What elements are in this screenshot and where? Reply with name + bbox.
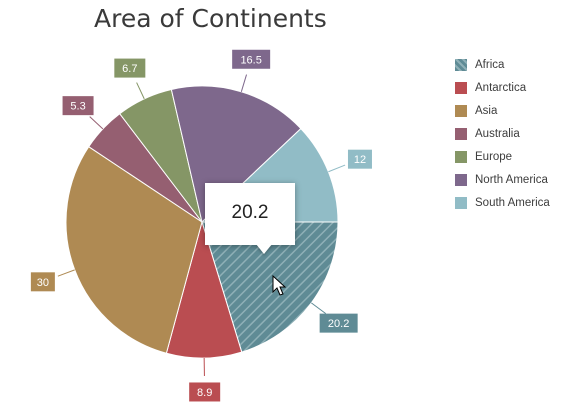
legend-item-antarctica[interactable]: Antarctica xyxy=(455,76,550,99)
legend-label: Africa xyxy=(475,59,504,71)
legend: Africa Antarctica Asia Australia Europe North… xyxy=(455,53,550,214)
legend-swatch xyxy=(455,151,467,163)
data-label-text: 12 xyxy=(354,154,366,166)
leader-line-africa xyxy=(311,303,325,314)
legend-item-australia[interactable]: Australia xyxy=(455,122,550,145)
legend-label: Europe xyxy=(475,151,512,163)
legend-item-asia[interactable]: Asia xyxy=(455,99,550,122)
legend-item-north-america[interactable]: North America xyxy=(455,168,550,191)
legend-swatch xyxy=(455,174,467,186)
pie-slices xyxy=(66,86,338,358)
data-label-text: 20.2 xyxy=(328,318,349,330)
tooltip: 20.2 xyxy=(205,183,295,245)
data-label-text: 5.3 xyxy=(70,101,85,113)
legend-swatch xyxy=(455,128,467,140)
data-label-europe: 6.7 xyxy=(114,59,145,78)
legend-swatch xyxy=(455,197,467,209)
data-label-text: 30 xyxy=(37,277,49,289)
legend-label: North America xyxy=(475,174,548,186)
legend-item-south-america[interactable]: South America xyxy=(455,191,550,214)
legend-swatch xyxy=(455,59,467,71)
legend-item-africa[interactable]: Africa xyxy=(455,53,550,76)
legend-label: Asia xyxy=(475,105,497,117)
data-label-south-america: 12 xyxy=(348,150,372,169)
legend-swatch xyxy=(455,105,467,117)
leader-line-europe xyxy=(137,83,145,99)
data-label-text: 8.9 xyxy=(197,387,212,399)
data-label-asia: 30 xyxy=(31,272,55,291)
legend-item-europe[interactable]: Europe xyxy=(455,145,550,168)
leader-line-asia xyxy=(58,270,75,276)
leader-line-australia xyxy=(90,117,103,129)
legend-label: Australia xyxy=(475,128,520,140)
data-label-antarctica: 8.9 xyxy=(189,382,220,401)
data-label-africa: 20.2 xyxy=(320,314,358,333)
leader-line-south-america xyxy=(328,165,345,172)
legend-label: Antarctica xyxy=(475,82,526,94)
tooltip-pointer xyxy=(256,244,272,254)
tooltip-value: 20.2 xyxy=(205,202,295,224)
data-label-australia: 5.3 xyxy=(63,96,94,115)
data-label-text: 6.7 xyxy=(122,63,137,75)
data-label-north-america: 16.5 xyxy=(232,50,270,69)
legend-swatch xyxy=(455,82,467,94)
data-label-text: 16.5 xyxy=(240,54,261,66)
legend-label: South America xyxy=(475,197,550,209)
leader-line-north-america xyxy=(241,75,246,92)
